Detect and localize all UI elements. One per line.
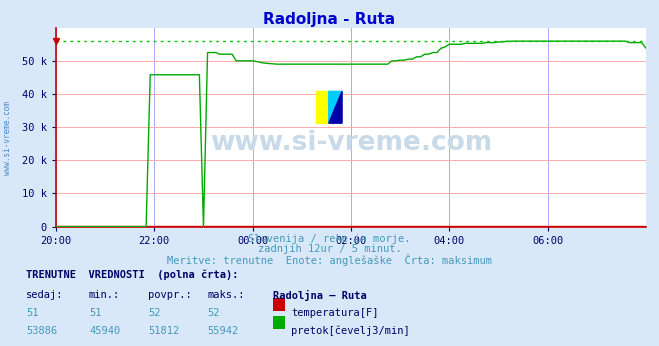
Text: zadnjih 12ur / 5 minut.: zadnjih 12ur / 5 minut.: [258, 244, 401, 254]
Text: Meritve: trenutne  Enote: anglešaške  Črta: maksimum: Meritve: trenutne Enote: anglešaške Črta…: [167, 254, 492, 266]
Text: 51: 51: [26, 308, 39, 318]
Text: 52: 52: [148, 308, 161, 318]
Text: maks.:: maks.:: [208, 290, 245, 300]
Text: 51812: 51812: [148, 326, 179, 336]
Text: temperatura[F]: temperatura[F]: [291, 308, 379, 318]
Text: Slovenija / reke in morje.: Slovenija / reke in morje.: [248, 234, 411, 244]
Text: www.si-vreme.com: www.si-vreme.com: [210, 130, 492, 156]
Text: sedaj:: sedaj:: [26, 290, 64, 300]
Text: 51: 51: [89, 308, 101, 318]
Text: povpr.:: povpr.:: [148, 290, 192, 300]
Bar: [316, 91, 329, 123]
Text: Radoljna - Ruta: Radoljna - Ruta: [264, 12, 395, 27]
Text: 55942: 55942: [208, 326, 239, 336]
Text: min.:: min.:: [89, 290, 120, 300]
Text: 45940: 45940: [89, 326, 120, 336]
Polygon shape: [329, 91, 342, 123]
Text: www.si-vreme.com: www.si-vreme.com: [3, 101, 13, 175]
Text: 53886: 53886: [26, 326, 57, 336]
Text: 52: 52: [208, 308, 220, 318]
Polygon shape: [329, 91, 342, 123]
Text: pretok[čevelj3/min]: pretok[čevelj3/min]: [291, 326, 410, 336]
Text: Radoljna – Ruta: Radoljna – Ruta: [273, 290, 367, 301]
Text: TRENUTNE  VREDNOSTI  (polna črta):: TRENUTNE VREDNOSTI (polna črta):: [26, 270, 239, 280]
